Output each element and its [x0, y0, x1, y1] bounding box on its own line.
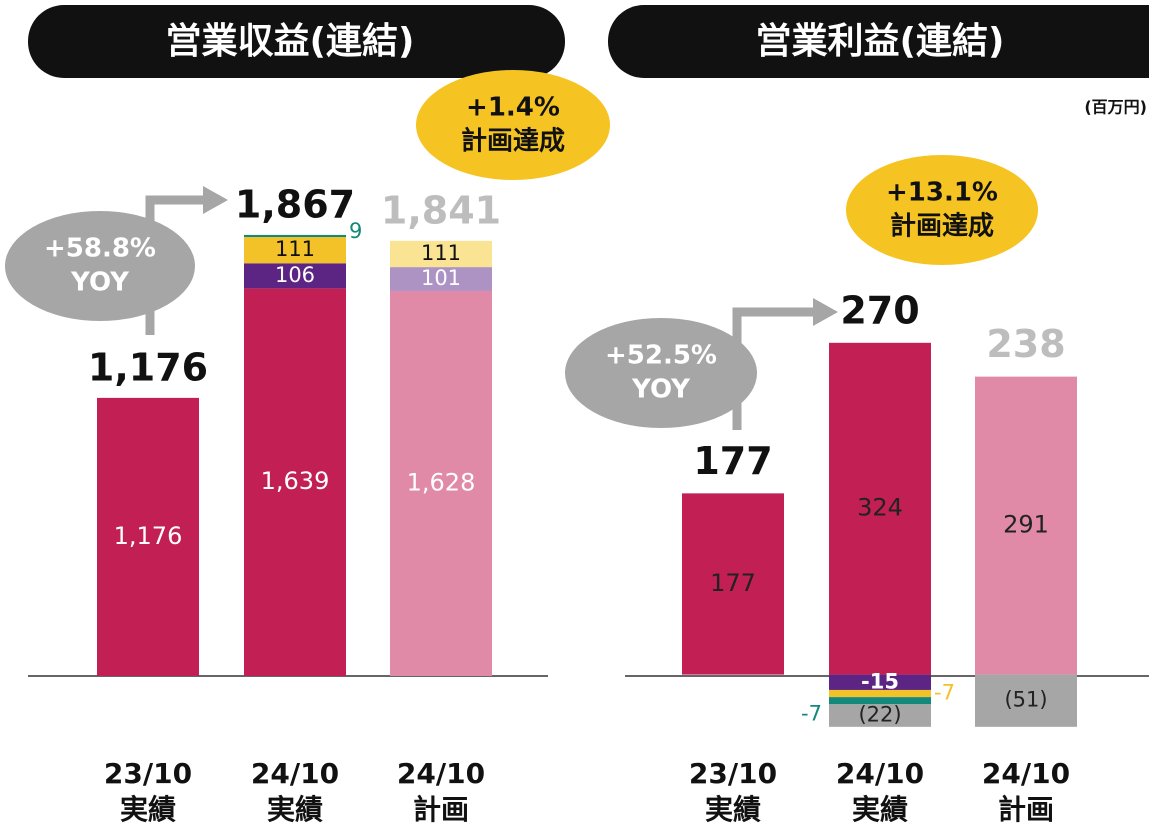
value-label: 1,176 — [114, 522, 183, 550]
total-label: 270 — [840, 288, 919, 332]
bar-segment — [829, 342, 931, 675]
bar-segment — [244, 263, 346, 289]
x-tick-label: 23/10 — [104, 757, 192, 790]
bar-segment — [244, 288, 346, 676]
yoy-text: YOY — [70, 268, 130, 298]
plan-achievement-text: +13.1% — [886, 178, 998, 208]
bar-segment — [390, 290, 492, 676]
x-tick-label: 計画 — [998, 793, 1054, 826]
bar-segment — [975, 674, 1077, 727]
value-label: 1,639 — [261, 467, 330, 495]
yoy-text: YOY — [631, 375, 691, 405]
x-tick-label: 23/10 — [689, 757, 777, 790]
value-label: 291 — [1003, 511, 1049, 539]
value-label: 9 — [349, 219, 362, 243]
value-label: 111 — [421, 241, 461, 265]
value-label: 324 — [857, 494, 903, 522]
bar-segment — [97, 397, 199, 676]
value-label: 177 — [710, 569, 756, 597]
x-tick-label: 実績 — [705, 793, 761, 826]
plan-achievement-text: +1.4% — [466, 93, 560, 123]
plan-achievement-text: 計画達成 — [461, 126, 565, 157]
total-label: 177 — [693, 439, 772, 483]
bar-segment — [390, 267, 492, 291]
bar-segment — [390, 240, 492, 268]
bar-segment — [829, 689, 931, 698]
x-tick-label: 実績 — [852, 793, 908, 826]
value-label: 106 — [275, 263, 315, 287]
yoy-text: +52.5% — [605, 341, 717, 371]
bar-segment — [244, 237, 346, 264]
bar-segment — [829, 704, 931, 727]
yoy-bubble — [565, 318, 757, 428]
bar-segment — [829, 697, 931, 705]
value-label: -7 — [801, 702, 822, 726]
bar-segment — [975, 376, 1077, 675]
value-label: 1,628 — [407, 468, 476, 496]
x-tick-label: 24/10 — [251, 757, 339, 790]
plan-bubble — [416, 70, 610, 180]
chart-title: 営業利益(連結) — [756, 21, 1005, 62]
title-pill — [608, 5, 1149, 78]
unit-label: (百万円) — [1084, 98, 1147, 117]
arrow-head — [203, 186, 228, 214]
bar-segment — [829, 674, 931, 690]
plan-bubble — [846, 155, 1038, 265]
value-label: -7 — [934, 681, 955, 705]
value-label: 111 — [275, 237, 315, 261]
total-label: 238 — [986, 322, 1065, 366]
value-label: 101 — [421, 266, 461, 290]
x-tick-label: 実績 — [267, 793, 323, 826]
x-tick-label: 24/10 — [836, 757, 924, 790]
arrow-head — [813, 298, 838, 326]
bar-segment — [244, 234, 346, 238]
yoy-text: +58.8% — [44, 234, 156, 264]
value-label: (51) — [1004, 688, 1047, 712]
title-pill — [28, 5, 565, 78]
yoy-bubble — [5, 211, 195, 321]
x-tick-label: 24/10 — [397, 757, 485, 790]
total-label: 1,176 — [88, 345, 208, 389]
x-tick-label: 計画 — [413, 793, 469, 826]
x-tick-label: 24/10 — [982, 757, 1070, 790]
x-tick-label: 実績 — [120, 793, 176, 826]
value-label: -15 — [861, 669, 899, 693]
total-label: 1,867 — [235, 182, 355, 226]
bar-segment — [682, 493, 784, 675]
total-label: 1,841 — [381, 188, 501, 232]
plan-achievement-text: 計画達成 — [890, 211, 994, 242]
value-label: (22) — [858, 703, 901, 727]
chart-title: 営業収益(連結) — [166, 21, 415, 62]
